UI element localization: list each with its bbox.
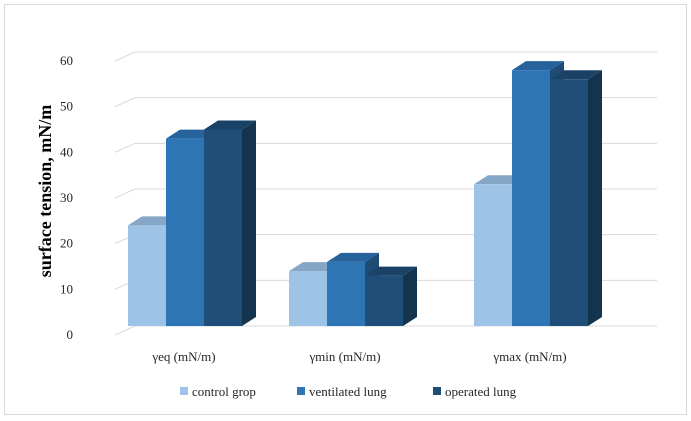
- bar-front: [289, 271, 327, 326]
- chart-frame: 0 10 20 30 40 50 60 γeq (mN/m) γmin (mN/m) γmax …: [4, 4, 687, 415]
- chart: 0 10 20 30 40 50 60 γeq (mN/m) γmin (mN/m) γmax …: [35, 51, 657, 399]
- y-axis-ticks: 0 10 20 30 40 50 60: [60, 53, 73, 342]
- bar-front: [166, 138, 204, 326]
- gridline: [114, 97, 657, 108]
- gridline: [114, 325, 657, 336]
- bar-front: [365, 275, 403, 326]
- x-axis-categories: γeq (mN/m) γmin (mN/m) γmax (mN/m): [151, 349, 566, 364]
- y-tick-label: 10: [60, 281, 73, 296]
- bar-side: [403, 266, 417, 326]
- bar-top: [204, 120, 256, 130]
- y-tick-label: 50: [60, 99, 73, 114]
- y-tick-label: 60: [60, 53, 73, 68]
- bar: [550, 70, 602, 327]
- legend-item: operated lung: [433, 384, 517, 399]
- bar-front: [512, 70, 550, 326]
- y-tick-label: 30: [60, 190, 73, 205]
- legend-swatch: [433, 387, 441, 395]
- bar-top: [327, 252, 379, 262]
- bar-front: [550, 79, 588, 327]
- legend-swatch: [180, 387, 188, 395]
- y-tick-label: 40: [60, 144, 73, 159]
- y-tick-label: 20: [60, 236, 73, 251]
- legend-swatch: [297, 387, 305, 395]
- bar: [365, 266, 417, 326]
- x-category-label: γeq (mN/m): [151, 349, 215, 364]
- legend: control grop ventilated lung operated lung: [180, 384, 517, 399]
- legend-item: ventilated lung: [297, 384, 387, 399]
- y-tick-label: 0: [67, 327, 74, 342]
- gridline: [114, 51, 657, 62]
- bar-front: [474, 184, 512, 326]
- bar-side: [588, 70, 602, 327]
- bar-front: [128, 225, 166, 326]
- bar-side: [242, 120, 256, 326]
- legend-label: operated lung: [445, 384, 517, 399]
- x-category-label: γmin (mN/m): [308, 349, 380, 364]
- bars: [128, 61, 602, 327]
- bar-front: [327, 261, 365, 326]
- gridline: [114, 142, 657, 153]
- bar-top: [365, 266, 417, 276]
- bar-front: [204, 129, 242, 326]
- legend-label: ventilated lung: [309, 384, 387, 399]
- bar-top: [550, 70, 602, 80]
- legend-item: control grop: [180, 384, 256, 399]
- y-axis-label: surface tension, mN/m: [35, 105, 55, 277]
- bar-top: [512, 61, 564, 71]
- legend-label: control grop: [192, 384, 256, 399]
- bar: [204, 120, 256, 326]
- x-category-label: γmax (mN/m): [492, 349, 566, 364]
